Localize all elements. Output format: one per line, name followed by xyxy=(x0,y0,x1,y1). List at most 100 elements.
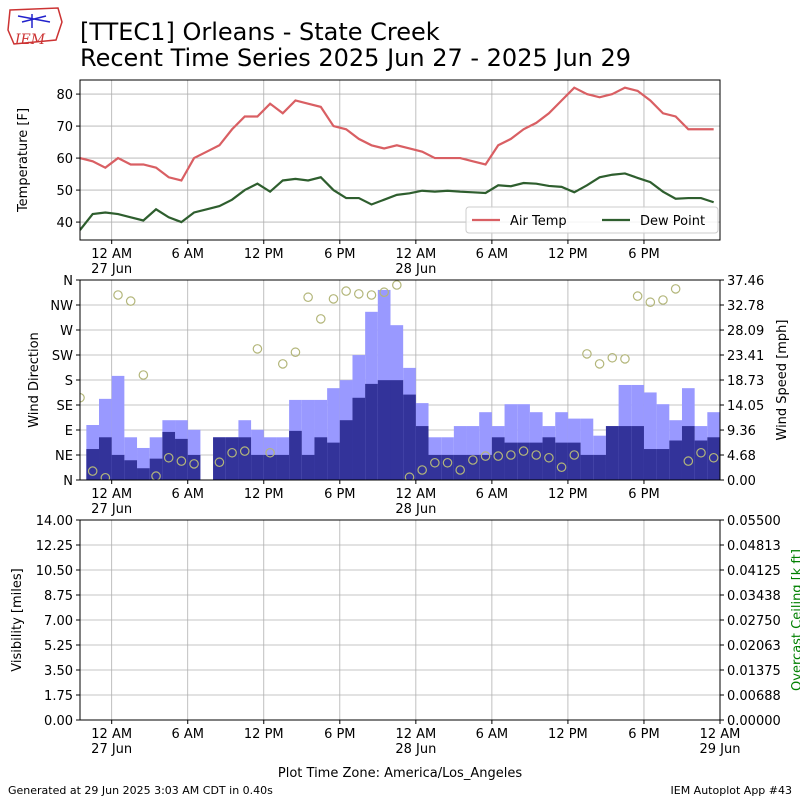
y-tick-label: E xyxy=(65,424,73,439)
bar xyxy=(555,442,568,480)
plot-data xyxy=(80,86,715,231)
point xyxy=(658,295,668,305)
x-tick-label: 12 PM xyxy=(548,487,588,502)
y2-tick-label: 9.36 xyxy=(727,424,756,439)
x-tick-label: 12 PM xyxy=(244,247,284,262)
x-tick-label: 12 PM xyxy=(548,247,588,262)
y2-tick-label: 14.05 xyxy=(727,399,764,414)
footer-app: IEM Autoplot App #43 xyxy=(671,784,793,797)
y-axis-label: Wind Direction xyxy=(27,332,42,428)
point xyxy=(189,459,199,469)
y-tick-label: 3.50 xyxy=(44,664,73,679)
logo: IEM xyxy=(7,7,63,48)
point xyxy=(151,471,161,480)
bar xyxy=(669,440,682,480)
bar xyxy=(403,394,416,480)
point xyxy=(683,456,694,466)
bar xyxy=(390,380,404,480)
bar xyxy=(580,454,594,480)
x-tick-label: 6 PM xyxy=(628,487,659,502)
bar xyxy=(466,454,480,480)
point xyxy=(531,450,542,460)
y-tick-label: SE xyxy=(57,399,73,414)
x-tick-label: 6 AM xyxy=(171,487,204,502)
point xyxy=(354,289,364,299)
chart-title: [TTEC1] Orleans - State Creek xyxy=(80,18,440,46)
y2-tick-label: 4.68 xyxy=(727,449,756,464)
x-tick-label: 12 PM xyxy=(244,487,284,502)
y2-tick-label: 0.05500 xyxy=(727,514,781,529)
y-tick-label: 10.50 xyxy=(36,564,73,579)
x-tick-label: 12 PM xyxy=(548,727,588,742)
point xyxy=(670,284,681,294)
x-tick-label: 6 AM xyxy=(476,487,509,502)
bar xyxy=(276,454,290,480)
point xyxy=(544,452,554,463)
point xyxy=(404,472,415,480)
bar xyxy=(365,383,378,480)
bar xyxy=(124,460,138,480)
y2-axis-label: Overcast Ceiling [k ft] xyxy=(790,549,800,691)
point xyxy=(113,290,123,300)
bar xyxy=(111,375,125,480)
legend-label: Dew Point xyxy=(640,214,705,229)
y-tick-label: 7.00 xyxy=(44,614,73,629)
bar xyxy=(377,380,391,480)
y2-tick-label: 28.09 xyxy=(727,324,764,339)
bar xyxy=(542,437,556,480)
y-tick-label: W xyxy=(60,324,73,339)
bar xyxy=(149,458,163,480)
point xyxy=(125,296,136,306)
x-tick-label: 6 PM xyxy=(324,727,355,742)
point xyxy=(493,451,504,461)
point xyxy=(290,347,301,358)
point xyxy=(341,286,351,296)
point xyxy=(87,466,98,476)
point xyxy=(227,447,237,458)
bar xyxy=(479,454,492,480)
point xyxy=(506,450,516,460)
bar xyxy=(225,437,239,480)
bar xyxy=(681,426,695,480)
y2-tick-label: 0.00000 xyxy=(727,714,781,729)
point xyxy=(708,452,719,463)
point xyxy=(366,290,377,300)
bar xyxy=(504,442,518,480)
y-tick-label: 14.00 xyxy=(36,514,73,529)
y2-tick-label: 0.02063 xyxy=(727,639,781,654)
x-tick-label: 6 PM xyxy=(628,727,659,742)
bar xyxy=(618,426,632,480)
y2-tick-label: 18.73 xyxy=(727,374,764,389)
x-tick-label: 12 AM 27 Jun xyxy=(91,487,132,517)
line-series xyxy=(80,86,714,182)
point xyxy=(176,456,187,466)
point xyxy=(620,354,630,364)
y2-tick-label: 0.00688 xyxy=(727,689,781,704)
y2-axis-label: Wind Speed [mph] xyxy=(775,320,790,441)
x-tick-label: 12 AM 29 Jun xyxy=(700,727,741,757)
bar xyxy=(162,431,176,480)
y2-tick-label: 0.03438 xyxy=(727,589,781,604)
y2-tick-label: 0.01375 xyxy=(727,664,781,679)
bar xyxy=(175,438,188,480)
bar xyxy=(289,430,302,480)
chart-subtitle: Recent Time Series 2025 Jun 27 - 2025 Ju… xyxy=(80,44,631,72)
y-tick-label: 8.75 xyxy=(44,589,73,604)
x-tick-label: 12 AM 28 Jun xyxy=(395,487,436,517)
y2-tick-label: 0.02750 xyxy=(727,614,781,629)
point xyxy=(265,447,275,458)
bar xyxy=(707,437,720,480)
bar xyxy=(352,397,366,480)
point xyxy=(696,447,706,458)
x-tick-label: 12 AM 27 Jun xyxy=(91,727,132,757)
bar xyxy=(529,442,543,480)
x-tick-label: 12 AM 28 Jun xyxy=(395,247,436,277)
bar xyxy=(213,437,226,480)
bar xyxy=(453,454,467,480)
point xyxy=(277,359,288,369)
y2-tick-label: 23.41 xyxy=(727,349,764,364)
y-tick-label: 70 xyxy=(56,120,73,135)
x-tick-label: 12 AM 28 Jun xyxy=(395,727,436,757)
y-tick-label: N xyxy=(63,274,73,289)
